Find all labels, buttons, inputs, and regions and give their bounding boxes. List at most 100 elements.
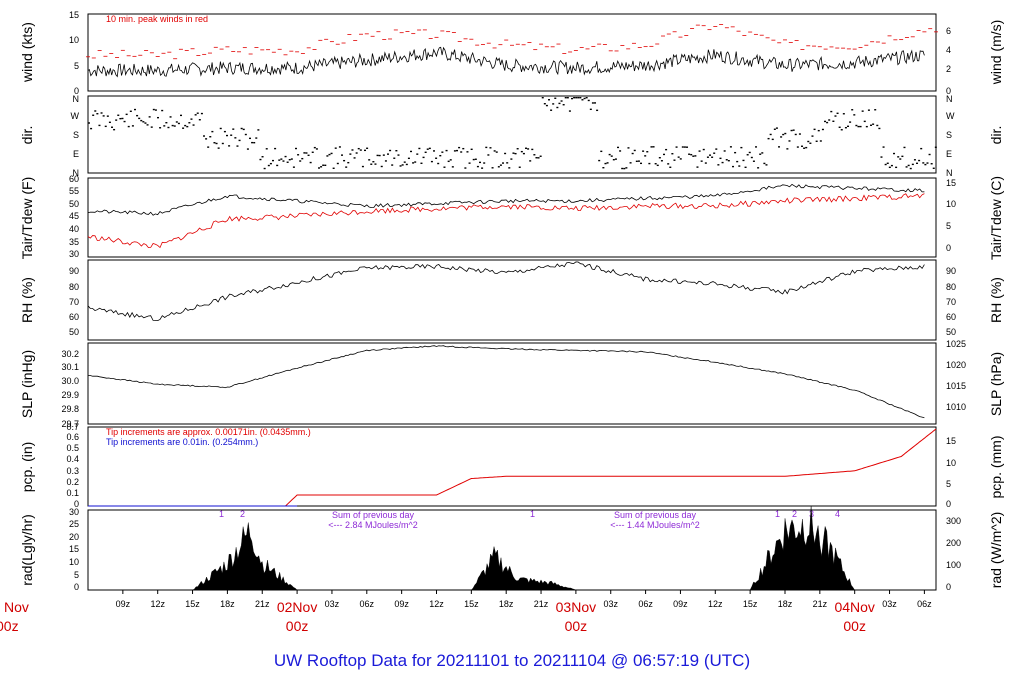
wind-direction-mark (351, 149, 354, 151)
wind-direction-mark (280, 158, 283, 160)
wind-right-ticks: 0 2 4 6 (946, 26, 951, 96)
slp-right-title: SLP (hPa) (988, 352, 1004, 416)
wind-direction-mark (907, 164, 910, 167)
wind-direction-mark (562, 104, 565, 106)
tick-label: 100 (946, 560, 961, 570)
wind-direction-mark (276, 164, 279, 167)
dir-left-ticks: N E S W N (71, 94, 80, 178)
wind-direction-mark (499, 164, 502, 166)
wind-direction-mark (136, 114, 139, 117)
wind-direction-mark (543, 103, 546, 105)
wind-direction-mark (671, 153, 674, 155)
x-tick-label: 03z (325, 599, 340, 609)
x-tick-label: 15z (464, 599, 479, 609)
wind-direction-mark (389, 149, 392, 152)
wind-direction-mark (372, 161, 375, 163)
wind-direction-mark (834, 115, 837, 117)
tick-label: 5 (946, 221, 951, 231)
wind-direction-mark (899, 158, 902, 160)
wind-direction-mark (612, 159, 615, 161)
wind-direction-mark (211, 130, 214, 133)
wind-direction-mark (374, 163, 377, 165)
tick-label: 0 (946, 243, 951, 253)
rad-marker: 1 (219, 509, 224, 519)
wind-direction-mark (305, 152, 308, 154)
slp-left-title: SLP (inHg) (19, 350, 35, 418)
tick-label: 10 (69, 557, 79, 567)
tick-label: 80 (946, 282, 956, 292)
tick-label: 10 (946, 458, 956, 468)
wind-direction-mark (872, 123, 875, 125)
wind-direction-mark (805, 146, 808, 149)
wind-direction-mark (439, 154, 442, 157)
tick-label: 50 (69, 327, 79, 337)
temp-left-ticks: 30 35 40 45 50 55 60 (69, 174, 79, 259)
wind-direction-mark (257, 129, 260, 131)
wind-direction-mark (696, 166, 699, 168)
wind-direction-mark (596, 109, 599, 112)
wind-direction-mark (397, 154, 400, 156)
wind-direction-mark (591, 102, 594, 104)
dewpoint-line (87, 193, 925, 249)
wind-direction-mark (508, 167, 511, 169)
wind-direction-mark (251, 141, 254, 144)
tick-label: 2 (946, 64, 951, 74)
tick-label: 0.4 (66, 454, 79, 464)
wind-direction-mark (171, 124, 174, 127)
wind-direction-mark (384, 160, 387, 162)
wind-direction-mark (393, 157, 396, 159)
wind-direction-mark (157, 116, 160, 119)
tick-label: 30 (69, 507, 79, 517)
wind-direction-mark (435, 157, 438, 159)
wind-direction-mark (472, 158, 475, 161)
wind-direction-mark (803, 147, 806, 149)
wind-direction-mark (537, 157, 540, 159)
wind-direction-mark (821, 128, 824, 131)
wind-direction-mark (706, 156, 709, 158)
tick-label: 200 (946, 538, 961, 548)
wind-direction-mark (589, 108, 592, 111)
wind-direction-mark (652, 146, 655, 148)
tick-label: 29.7 (61, 419, 79, 429)
wind-direction-mark (811, 135, 814, 137)
wind-direction-mark (108, 121, 111, 124)
wind-direction-mark (481, 167, 484, 169)
wind-direction-mark (552, 103, 555, 105)
wind-direction-mark (629, 162, 632, 164)
wind-direction-mark (587, 99, 590, 102)
wind-direction-mark (205, 138, 208, 140)
wind-direction-mark (585, 97, 588, 99)
wind-direction-mark (460, 151, 463, 153)
wind-direction-mark (602, 167, 605, 169)
wind-direction-mark (433, 150, 436, 152)
wind-direction-mark (813, 128, 816, 131)
wind-direction-mark (911, 163, 914, 166)
wind-direction-mark (182, 127, 185, 129)
wind-direction-mark (786, 148, 789, 150)
wind-direction-mark (715, 148, 718, 150)
wind-direction-mark (750, 156, 753, 159)
wind-direction-mark (930, 163, 933, 165)
wind-direction-mark (686, 146, 689, 148)
wind-direction-mark (566, 97, 569, 99)
wind-direction-mark (767, 137, 770, 140)
wind-direction-mark (746, 154, 749, 156)
wind-direction-mark (918, 159, 921, 162)
wind-direction-mark (198, 119, 201, 121)
wind-direction-mark (399, 165, 402, 167)
x-tick-label: 03z (603, 599, 618, 609)
page-title: UW Rooftop Data for 20211101 to 20211104… (274, 651, 750, 670)
wind-direction-mark (775, 127, 778, 129)
pcp-right-ticks: 0 5 10 15 (946, 436, 956, 509)
tick-label: 0.3 (66, 466, 79, 476)
wind-direction-mark (236, 145, 239, 147)
wind-direction-mark (94, 110, 97, 112)
wind-direction-mark (702, 148, 705, 151)
wind-direction-mark (326, 155, 329, 157)
tick-label: 0.2 (66, 477, 79, 487)
wind-direction-mark (669, 166, 672, 168)
rad-left-ticks: 0 5 10 15 20 25 30 (69, 507, 79, 592)
tick-label: 0.1 (66, 488, 79, 498)
wind-direction-mark (104, 125, 107, 128)
wind-direction-mark (361, 165, 364, 168)
